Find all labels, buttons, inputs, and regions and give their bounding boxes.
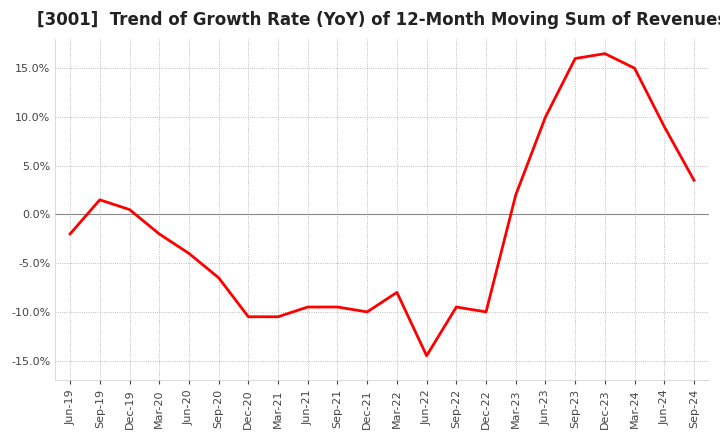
Title: [3001]  Trend of Growth Rate (YoY) of 12-Month Moving Sum of Revenues: [3001] Trend of Growth Rate (YoY) of 12-… (37, 11, 720, 29)
